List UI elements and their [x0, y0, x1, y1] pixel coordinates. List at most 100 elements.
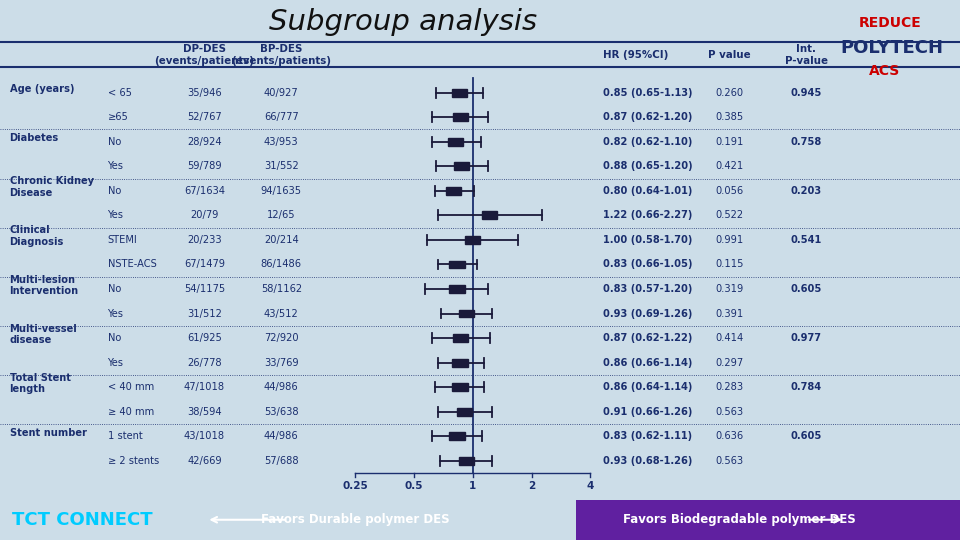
Text: 0.88 (0.65-1.20): 0.88 (0.65-1.20): [603, 161, 692, 171]
Text: 0.605: 0.605: [791, 284, 822, 294]
Text: ≥65: ≥65: [108, 112, 129, 122]
Text: 0.82 (0.62-1.10): 0.82 (0.62-1.10): [603, 137, 692, 147]
Text: No: No: [108, 333, 121, 343]
Text: 54/1175: 54/1175: [184, 284, 225, 294]
Bar: [453, 334, 468, 342]
Bar: [449, 433, 465, 440]
Text: 1.00 (0.58-1.70): 1.00 (0.58-1.70): [603, 235, 692, 245]
Text: 53/638: 53/638: [264, 407, 299, 417]
Text: REDUCE: REDUCE: [859, 16, 922, 30]
Text: 0.83 (0.62-1.11): 0.83 (0.62-1.11): [603, 431, 692, 441]
Bar: [454, 163, 469, 170]
Text: 12/65: 12/65: [267, 211, 296, 220]
Text: Favors Durable polymer DES: Favors Durable polymer DES: [261, 513, 449, 526]
Text: Subgroup analysis: Subgroup analysis: [269, 8, 538, 36]
Text: 28/924: 28/924: [187, 137, 222, 147]
Text: 0.93 (0.69-1.26): 0.93 (0.69-1.26): [603, 308, 692, 319]
Text: 0.391: 0.391: [715, 308, 744, 319]
Text: 40/927: 40/927: [264, 87, 299, 98]
Text: Multi-vessel
disease: Multi-vessel disease: [10, 323, 78, 345]
Text: ≥ 2 stents: ≥ 2 stents: [108, 456, 158, 466]
Text: STEMI: STEMI: [108, 235, 137, 245]
Bar: [451, 89, 467, 97]
Text: 0.25: 0.25: [343, 481, 368, 491]
Text: 38/594: 38/594: [187, 407, 222, 417]
Text: 44/986: 44/986: [264, 431, 299, 441]
Text: 33/769: 33/769: [264, 357, 299, 368]
Bar: [457, 408, 472, 416]
Text: 20/214: 20/214: [264, 235, 299, 245]
Text: POLYTECH: POLYTECH: [840, 39, 943, 57]
Text: 0.5: 0.5: [405, 481, 423, 491]
Text: 2: 2: [528, 481, 536, 491]
Text: 31/552: 31/552: [264, 161, 299, 171]
Text: Clinical
Diagnosis: Clinical Diagnosis: [10, 225, 64, 247]
Text: 57/688: 57/688: [264, 456, 299, 466]
Text: Diabetes: Diabetes: [10, 133, 59, 143]
Text: 0.421: 0.421: [715, 161, 744, 171]
Text: 20/79: 20/79: [190, 211, 219, 220]
Bar: [452, 359, 468, 367]
Text: No: No: [108, 137, 121, 147]
Text: 0.056: 0.056: [715, 186, 744, 196]
Text: Favors Biodegradable polymer DES: Favors Biodegradable polymer DES: [623, 513, 855, 526]
Bar: [466, 236, 480, 244]
Text: 4: 4: [587, 481, 594, 491]
Text: < 40 mm: < 40 mm: [108, 382, 154, 392]
Bar: [452, 383, 468, 391]
Text: 0.283: 0.283: [715, 382, 744, 392]
Text: 0.87 (0.62-1.20): 0.87 (0.62-1.20): [603, 112, 692, 122]
Text: Total Stent
length: Total Stent length: [10, 373, 71, 394]
Text: Int.
P-value: Int. P-value: [785, 44, 828, 65]
Text: 0.83 (0.66-1.05): 0.83 (0.66-1.05): [603, 259, 692, 269]
Text: 67/1634: 67/1634: [184, 186, 225, 196]
Text: 26/778: 26/778: [187, 357, 222, 368]
Text: 72/920: 72/920: [264, 333, 299, 343]
Text: 47/1018: 47/1018: [184, 382, 225, 392]
Text: 0.191: 0.191: [715, 137, 744, 147]
Bar: [459, 457, 474, 465]
Text: 0.784: 0.784: [791, 382, 822, 392]
Text: 0.414: 0.414: [715, 333, 744, 343]
Bar: [482, 212, 497, 219]
Text: 0.93 (0.68-1.26): 0.93 (0.68-1.26): [603, 456, 692, 466]
Bar: [449, 285, 465, 293]
Text: 43/512: 43/512: [264, 308, 299, 319]
Text: 59/789: 59/789: [187, 161, 222, 171]
Text: 86/1486: 86/1486: [261, 259, 301, 269]
Text: 0.385: 0.385: [715, 112, 744, 122]
Text: DP-DES
(events/patients): DP-DES (events/patients): [155, 44, 254, 65]
Text: ≥ 40 mm: ≥ 40 mm: [108, 407, 154, 417]
Text: Multi-lesion
Intervention: Multi-lesion Intervention: [10, 274, 79, 296]
Text: BP-DES
(events/patients): BP-DES (events/patients): [231, 44, 331, 65]
Text: 43/1018: 43/1018: [184, 431, 225, 441]
Text: 31/512: 31/512: [187, 308, 222, 319]
Text: NSTE-ACS: NSTE-ACS: [108, 259, 156, 269]
Text: 0.91 (0.66-1.26): 0.91 (0.66-1.26): [603, 407, 692, 417]
Text: 58/1162: 58/1162: [261, 284, 301, 294]
Text: 0.563: 0.563: [715, 456, 744, 466]
Text: 0.541: 0.541: [791, 235, 822, 245]
Text: 94/1635: 94/1635: [261, 186, 301, 196]
Text: HR (95%CI): HR (95%CI): [603, 50, 668, 60]
Text: TCT CONNECT: TCT CONNECT: [12, 511, 152, 529]
Text: 42/669: 42/669: [187, 456, 222, 466]
Text: 0.977: 0.977: [791, 333, 822, 343]
Text: 52/767: 52/767: [187, 112, 222, 122]
Text: Yes: Yes: [108, 357, 124, 368]
Text: 0.86 (0.66-1.14): 0.86 (0.66-1.14): [603, 357, 692, 368]
Text: 0.945: 0.945: [791, 87, 822, 98]
Text: 0.86 (0.64-1.14): 0.86 (0.64-1.14): [603, 382, 692, 392]
Text: 0.87 (0.62-1.22): 0.87 (0.62-1.22): [603, 333, 692, 343]
Text: 0.991: 0.991: [715, 235, 744, 245]
Text: 0.115: 0.115: [715, 259, 744, 269]
Text: 1 stent: 1 stent: [108, 431, 142, 441]
Text: Yes: Yes: [108, 211, 124, 220]
Bar: [453, 113, 468, 121]
Text: 0.85 (0.65-1.13): 0.85 (0.65-1.13): [603, 87, 692, 98]
Text: No: No: [108, 284, 121, 294]
Bar: [449, 260, 465, 268]
Text: 0.83 (0.57-1.20): 0.83 (0.57-1.20): [603, 284, 692, 294]
Text: Chronic Kidney
Disease: Chronic Kidney Disease: [10, 177, 94, 198]
Text: ACS: ACS: [869, 64, 900, 78]
